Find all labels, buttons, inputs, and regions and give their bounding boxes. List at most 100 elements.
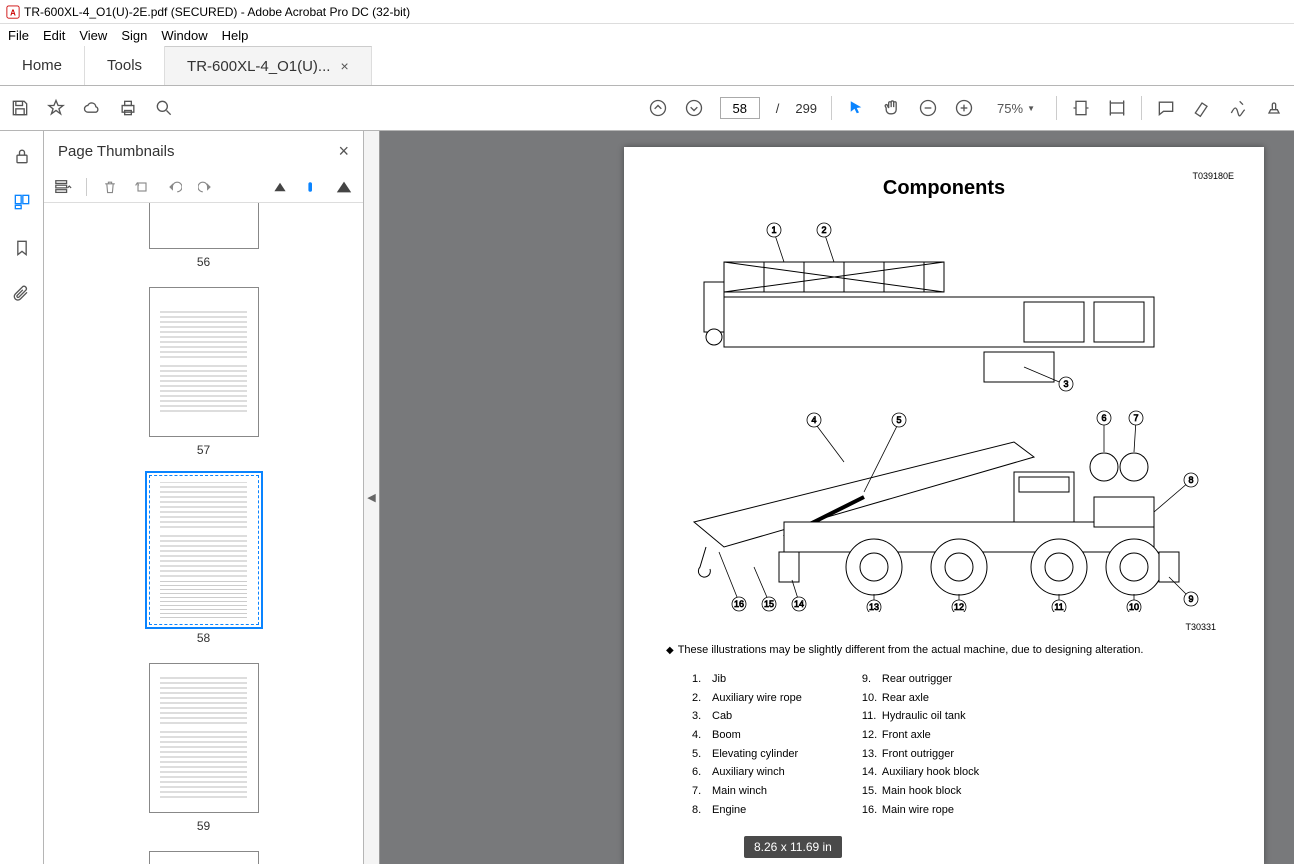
options-icon[interactable]	[54, 178, 72, 196]
menu-edit[interactable]: Edit	[43, 28, 65, 43]
zoom-small-icon[interactable]	[271, 178, 289, 196]
menu-sign[interactable]: Sign	[121, 28, 147, 43]
menu-bar: File Edit View Sign Window Help	[0, 24, 1294, 46]
list-item: 14.Auxiliary hook block	[862, 763, 979, 782]
attachment-icon[interactable]	[11, 283, 33, 305]
menu-view[interactable]: View	[79, 28, 107, 43]
tab-home[interactable]: Home	[0, 46, 85, 85]
zoom-level-dropdown[interactable]: 75% ▼	[990, 98, 1042, 119]
doc-top-id: T039180E	[1192, 171, 1234, 181]
workspace: Page Thumbnails × 56 57	[0, 131, 1294, 864]
window-title: TR-600XL-4_O1(U)-2E.pdf (SECURED) - Adob…	[24, 5, 410, 19]
components-left: 1.Jib2.Auxiliary wire rope3.Cab4.Boom5.E…	[692, 670, 802, 820]
svg-text:11: 11	[1054, 602, 1063, 612]
chevron-down-icon: ▼	[1027, 104, 1035, 113]
thumbnail-56[interactable]: 56	[44, 203, 363, 269]
page-number-input[interactable]	[720, 97, 760, 119]
page-viewport[interactable]: T039180E Components	[610, 131, 1294, 864]
menu-help[interactable]: Help	[222, 28, 249, 43]
svg-text:13: 13	[869, 602, 879, 612]
zoom-level-label: 75%	[997, 101, 1023, 116]
list-item: 5.Elevating cylinder	[692, 745, 802, 764]
pdf-icon: A	[6, 5, 20, 19]
tab-tools-label: Tools	[107, 57, 142, 74]
diamond-bullet-icon: ◆	[666, 645, 674, 656]
cloud-icon[interactable]	[82, 98, 102, 118]
list-item: 3.Cab	[692, 707, 802, 726]
document-area: ◀ T039180E Components	[364, 131, 1294, 864]
bookmark-icon[interactable]	[11, 237, 33, 259]
zoom-out-icon[interactable]	[918, 98, 938, 118]
sign-icon[interactable]	[1228, 98, 1248, 118]
tab-close-icon[interactable]: ×	[340, 58, 348, 74]
list-item: 11.Hydraulic oil tank	[862, 707, 979, 726]
fit-width-icon[interactable]	[1071, 98, 1091, 118]
stamp-icon[interactable]	[1264, 98, 1284, 118]
svg-text:5: 5	[896, 415, 901, 425]
menu-file[interactable]: File	[8, 28, 29, 43]
lock-icon[interactable]	[11, 145, 33, 167]
list-item: 12.Front axle	[862, 726, 979, 745]
thumbnail-57[interactable]: 57	[44, 287, 363, 457]
toolbar-separator	[1141, 96, 1142, 120]
gray-gutter	[380, 131, 610, 864]
list-item: 2.Auxiliary wire rope	[692, 689, 802, 708]
thumbnail-label: 56	[197, 255, 210, 269]
highlight-icon[interactable]	[1192, 98, 1212, 118]
page-down-icon[interactable]	[684, 98, 704, 118]
svg-text:12: 12	[954, 602, 964, 612]
hand-icon[interactable]	[882, 98, 902, 118]
undo-icon[interactable]	[165, 178, 183, 196]
thumbnails-list[interactable]: 56 57 58 59 60	[44, 203, 363, 864]
delete-icon[interactable]	[101, 178, 119, 196]
collapse-panel-handle[interactable]: ◀	[364, 131, 380, 864]
list-item: 8.Engine	[692, 801, 802, 820]
save-icon[interactable]	[10, 98, 30, 118]
menu-window[interactable]: Window	[161, 28, 207, 43]
svg-text:2: 2	[821, 225, 826, 235]
thumbnail-label: 58	[197, 631, 210, 645]
list-item: 7.Main winch	[692, 782, 802, 801]
page-up-icon[interactable]	[648, 98, 668, 118]
print-icon[interactable]	[118, 98, 138, 118]
fit-page-icon[interactable]	[1107, 98, 1127, 118]
thumbnail-58[interactable]: 58	[44, 475, 363, 645]
close-panel-icon[interactable]: ×	[338, 141, 349, 162]
svg-text:3: 3	[1063, 379, 1068, 389]
zoom-in-icon[interactable]	[954, 98, 974, 118]
separator	[86, 178, 87, 196]
page-total: 299	[795, 101, 817, 116]
slider-icon[interactable]	[303, 178, 321, 196]
zoom-large-icon[interactable]	[335, 178, 353, 196]
svg-text:10: 10	[1129, 602, 1139, 612]
doc-heading: Components	[652, 177, 1236, 200]
list-item: 4.Boom	[692, 726, 802, 745]
tab-document[interactable]: TR-600XL-4_O1(U)... ×	[165, 46, 372, 85]
list-item: 10.Rear axle	[862, 689, 979, 708]
svg-text:4: 4	[811, 415, 816, 425]
page-sep: /	[776, 101, 780, 116]
list-item: 15.Main hook block	[862, 782, 979, 801]
thumbnail-59[interactable]: 59	[44, 663, 363, 833]
comment-icon[interactable]	[1156, 98, 1176, 118]
tab-tools[interactable]: Tools	[85, 46, 165, 85]
thumbnails-icon[interactable]	[11, 191, 33, 213]
list-item: 1.Jib	[692, 670, 802, 689]
svg-text:7: 7	[1133, 413, 1138, 423]
star-icon[interactable]	[46, 98, 66, 118]
pointer-icon[interactable]	[846, 98, 866, 118]
thumbnail-label: 59	[197, 819, 210, 833]
main-toolbar: / 299 75% ▼	[0, 86, 1294, 131]
svg-text:9: 9	[1188, 594, 1193, 604]
redo-icon[interactable]	[197, 178, 215, 196]
figure-top-view: 1 2 3	[652, 212, 1236, 392]
components-right: 9.Rear outrigger10.Rear axle11.Hydraulic…	[862, 670, 979, 820]
search-icon[interactable]	[154, 98, 174, 118]
thumbnails-toolbar	[44, 171, 363, 203]
thumbnail-60[interactable]: 60	[44, 851, 363, 864]
svg-text:8: 8	[1188, 475, 1193, 485]
tab-home-label: Home	[22, 57, 62, 74]
toolbar-separator	[831, 96, 832, 120]
rotate-icon[interactable]	[133, 178, 151, 196]
thumbnail-label: 57	[197, 443, 210, 457]
